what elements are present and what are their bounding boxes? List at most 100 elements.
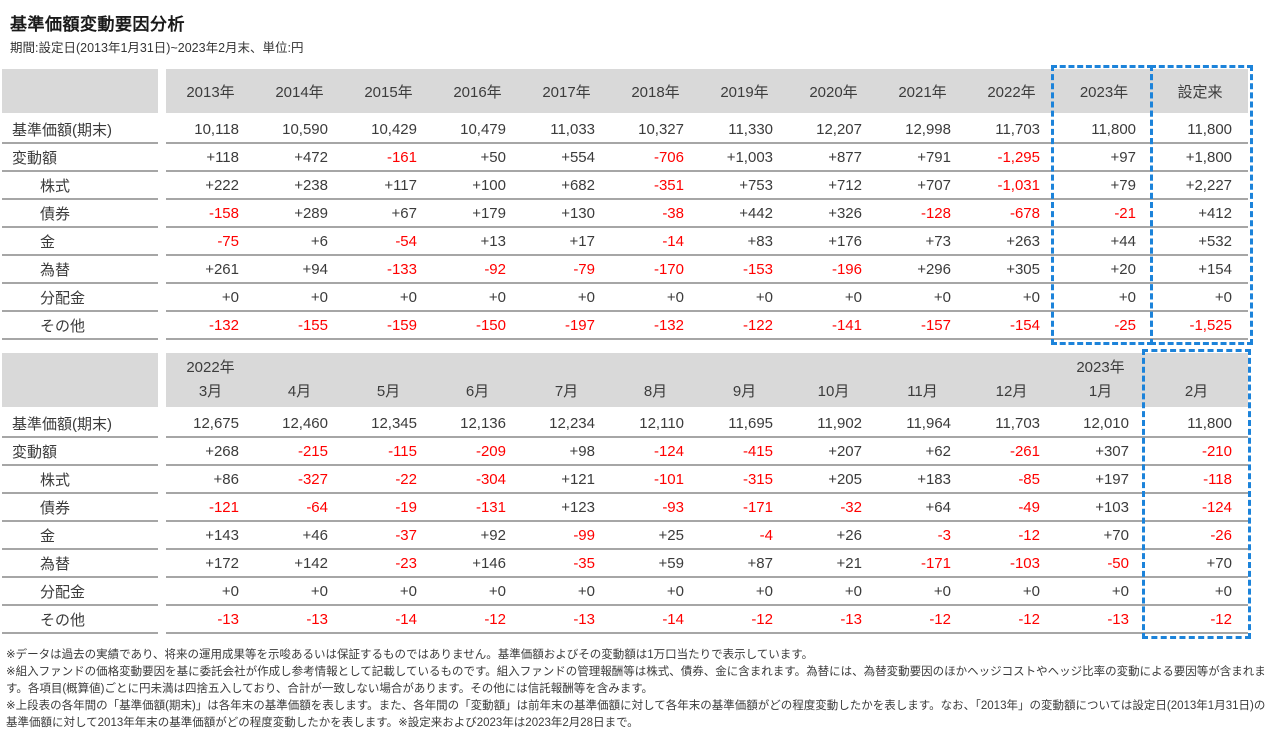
value-cell: +268 [166, 437, 255, 466]
column-header-year [789, 355, 878, 380]
row-label: 基準価額(期末) [2, 408, 158, 438]
value-cell: -37 [344, 521, 433, 550]
value-cell: +0 [522, 577, 611, 606]
value-cell: +183 [878, 465, 967, 494]
value-cell: -25 [1056, 311, 1152, 340]
value-cell: -261 [967, 437, 1056, 466]
column-header: 2013年 [166, 69, 255, 116]
value-cell: 12,207 [789, 114, 878, 144]
footnotes: ※データは過去の実績であり、将来の運用成果等を示唆あるいは保証するものではありま… [6, 647, 1274, 731]
value-cell: +753 [700, 171, 789, 200]
value-cell: -13 [1056, 605, 1145, 634]
column-header-month: 3月 [198, 383, 223, 400]
table-row: 株式 +86 -327 -22 -304 +121 -101 -315 +205 +183 -85 +… [2, 465, 1248, 494]
row-gap [158, 143, 166, 171]
period-subtitle: 期間:設定日(2013年1月31日)~2023年2月末、単位:円 [10, 41, 304, 55]
column-header-month: 1月 [1088, 383, 1113, 400]
value-cell: -327 [255, 465, 344, 494]
row-gap [158, 227, 166, 255]
value-cell: -103 [967, 549, 1056, 578]
value-cell: +222 [166, 171, 255, 200]
header-gap [158, 353, 166, 410]
value-cell: -14 [344, 605, 433, 634]
value-cell: -26 [1145, 521, 1248, 550]
value-cell: -124 [1145, 493, 1248, 522]
value-cell: -170 [611, 255, 700, 284]
value-cell: -315 [700, 465, 789, 494]
value-cell: -678 [967, 199, 1056, 228]
value-cell: 11,695 [700, 408, 789, 438]
column-header: 2023年 1月 [1056, 353, 1145, 410]
value-cell: 11,330 [700, 114, 789, 144]
value-cell: +70 [1145, 549, 1248, 578]
value-cell: -12 [700, 605, 789, 634]
column-header: 5月 [344, 353, 433, 410]
value-cell: 10,429 [344, 114, 433, 144]
value-cell: -150 [433, 311, 522, 340]
row-gap [158, 437, 166, 465]
header-label-spacer [2, 69, 158, 116]
value-cell: 12,234 [522, 408, 611, 438]
value-cell: 11,703 [967, 114, 1056, 144]
page-title: 基準価額変動要因分析 [10, 15, 185, 34]
value-cell: +1,800 [1152, 143, 1248, 172]
column-header: 2017年 [522, 69, 611, 116]
column-header-month: 5月 [376, 383, 401, 400]
value-cell: 10,327 [611, 114, 700, 144]
value-cell: +26 [789, 521, 878, 550]
value-cell: +0 [611, 283, 700, 312]
value-cell: -171 [700, 493, 789, 522]
value-cell: +0 [878, 577, 967, 606]
value-cell: +412 [1152, 199, 1248, 228]
value-cell: +64 [878, 493, 967, 522]
column-header-year [344, 355, 433, 380]
column-header: 設定来 [1152, 69, 1248, 116]
value-cell: +707 [878, 171, 967, 200]
row-gap [158, 493, 166, 521]
value-cell: +172 [166, 549, 255, 578]
value-cell: -12 [967, 605, 1056, 634]
row-gap [158, 409, 166, 438]
value-cell: +0 [789, 283, 878, 312]
value-cell: +87 [700, 549, 789, 578]
table-row: 変動額 +268 -215 -115 -209 +98 -124 -415 +207 +62 -26… [2, 437, 1248, 466]
column-header-month: 6月 [465, 383, 490, 400]
column-header-year: 2023年 [1076, 359, 1125, 376]
value-cell: -35 [522, 549, 611, 578]
row-gap [158, 521, 166, 549]
value-cell: 11,800 [1152, 114, 1248, 144]
column-header: 2019年 [700, 69, 789, 116]
value-cell: +118 [166, 143, 255, 172]
value-cell: -12 [433, 605, 522, 634]
header-label-spacer [2, 353, 158, 410]
value-cell: 11,964 [878, 408, 967, 438]
value-cell: +44 [1056, 227, 1152, 256]
value-cell: +100 [433, 171, 522, 200]
column-header: 8月 [611, 353, 700, 410]
value-cell: -197 [522, 311, 611, 340]
column-header-year [1145, 355, 1248, 380]
value-cell: +442 [700, 199, 789, 228]
value-cell: +554 [522, 143, 611, 172]
value-cell: +117 [344, 171, 433, 200]
row-label: 金 [2, 521, 158, 550]
value-cell: +0 [1056, 283, 1152, 312]
value-cell: -22 [344, 465, 433, 494]
monthly-table-section: 2022年 3月 4月 5月 6月 7月 8月 9月 10月 11月 12月 2023年 1月 2月 基準価… [2, 349, 1251, 639]
value-cell: +472 [255, 143, 344, 172]
value-cell: 10,118 [166, 114, 255, 144]
row-label: 為替 [2, 255, 158, 284]
row-label: 株式 [2, 171, 158, 200]
value-cell: +307 [1056, 437, 1145, 466]
value-cell: -14 [611, 227, 700, 256]
footnote-line: ※組入ファンドの価格変動要因を基に委託会社が作成し参考情報として記載しているもの… [6, 665, 1266, 695]
column-header-month: 10月 [817, 383, 850, 400]
value-cell: 11,902 [789, 408, 878, 438]
row-label: 分配金 [2, 577, 158, 606]
value-cell: -124 [611, 437, 700, 466]
row-gap [158, 605, 166, 633]
column-header-year [433, 355, 522, 380]
monthly-factor-table: 2022年 3月 4月 5月 6月 7月 8月 9月 10月 11月 12月 2023年 1月 2月 基準価… [2, 353, 1248, 634]
column-header: 2014年 [255, 69, 344, 116]
value-cell: -304 [433, 465, 522, 494]
